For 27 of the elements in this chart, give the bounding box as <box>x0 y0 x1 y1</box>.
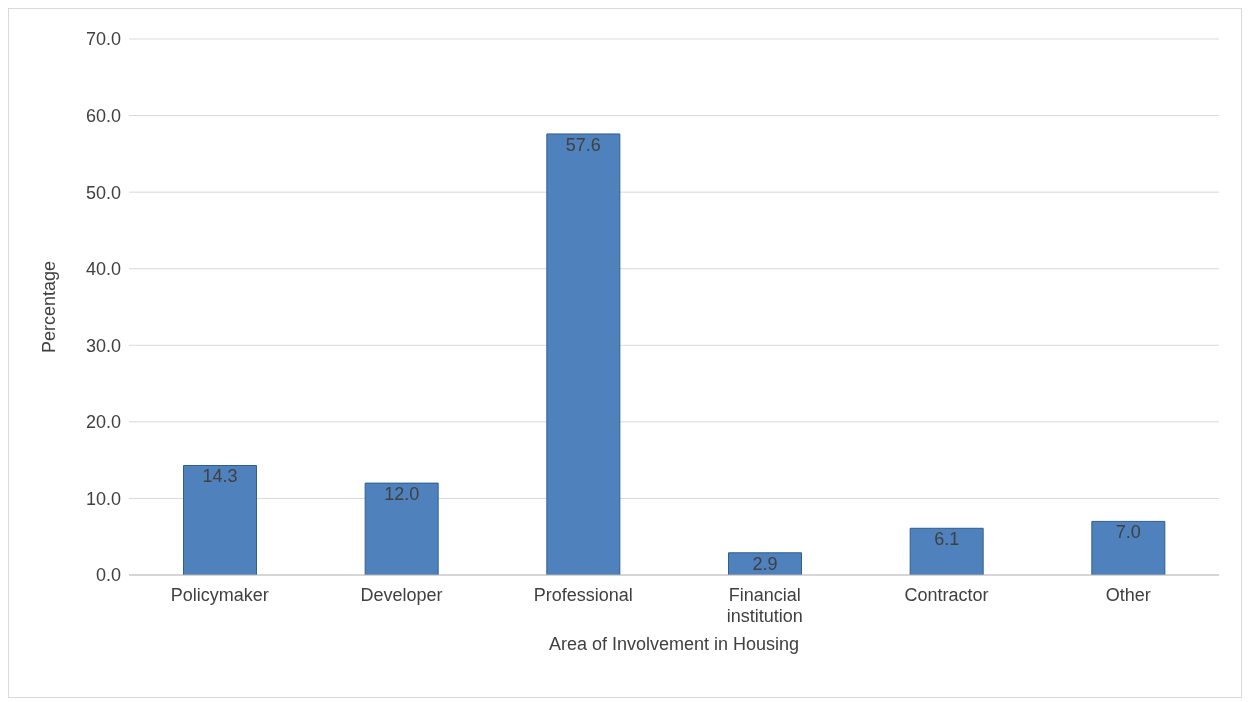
data-label: 2.9 <box>752 553 778 574</box>
x-tick-label: Professional <box>533 585 633 605</box>
y-tick-label: 60.0 <box>85 105 121 126</box>
x-tick-label: Contractor <box>904 585 989 605</box>
y-axis-title: Percentage <box>39 260 60 354</box>
bar <box>546 133 621 575</box>
y-tick-label: 70.0 <box>85 29 121 50</box>
bar <box>183 465 257 575</box>
y-tick-label: 50.0 <box>85 182 121 203</box>
y-tick-label: 20.0 <box>85 412 121 433</box>
y-tick-label: 40.0 <box>85 259 121 280</box>
x-tick-label: Developer <box>360 585 443 605</box>
data-label: 6.1 <box>934 529 960 550</box>
data-label: 7.0 <box>1115 522 1141 543</box>
x-tick-label: Financial institution <box>726 585 803 626</box>
x-tick-label: Policymaker <box>170 585 269 605</box>
y-tick-label: 30.0 <box>85 335 121 356</box>
data-label: 14.3 <box>202 466 238 487</box>
data-label: 12.0 <box>384 483 420 504</box>
y-tick-label: 10.0 <box>85 488 121 509</box>
x-axis-title: Area of Involvement in Housing <box>548 634 800 654</box>
bar <box>364 482 439 575</box>
bar <box>1091 520 1166 575</box>
y-tick-label: 0.0 <box>95 565 121 586</box>
x-tick-label: Other <box>1105 585 1151 605</box>
data-label: 57.6 <box>565 134 601 155</box>
bar <box>909 527 984 575</box>
